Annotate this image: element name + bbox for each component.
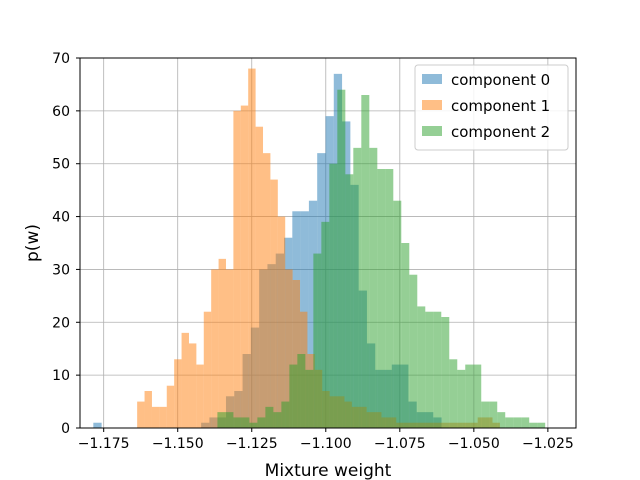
y-axis-ticks: 0 10 20 30 40 50 60 70 bbox=[52, 51, 80, 437]
series-2-bars bbox=[217, 89, 546, 428]
histogram-bar bbox=[537, 422, 546, 428]
histogram-bar bbox=[401, 243, 410, 428]
histogram-bar bbox=[151, 406, 160, 428]
histogram-bar bbox=[270, 179, 278, 428]
histogram-bar bbox=[329, 163, 338, 428]
histogram-bar bbox=[292, 280, 301, 428]
histogram-bar bbox=[433, 311, 442, 428]
histogram-bar bbox=[521, 417, 530, 428]
histogram-bars bbox=[93, 68, 546, 429]
histogram-bar bbox=[377, 169, 386, 428]
histogram-bar bbox=[481, 401, 490, 428]
histogram-bar bbox=[289, 364, 298, 428]
histogram-bar bbox=[297, 354, 306, 428]
histogram-bar bbox=[285, 269, 293, 428]
histogram-bar bbox=[308, 200, 318, 428]
x-tick-label: −1.175 bbox=[78, 436, 130, 452]
y-axis-label: p(w) bbox=[23, 224, 43, 262]
x-tick-label: −1.050 bbox=[448, 436, 500, 452]
axes-frame bbox=[79, 57, 577, 429]
histogram-bar bbox=[385, 169, 394, 428]
histogram-bar bbox=[196, 364, 204, 428]
histogram-bar bbox=[273, 412, 282, 428]
y-tick-label: 20 bbox=[52, 315, 70, 331]
x-axis-label: Mixture weight bbox=[265, 461, 392, 480]
histogram-bar bbox=[345, 174, 354, 428]
histogram-bar bbox=[159, 406, 167, 428]
histogram-bar bbox=[241, 417, 250, 428]
histogram-bar bbox=[497, 412, 506, 428]
histogram-bar bbox=[409, 274, 418, 428]
histogram-bar bbox=[255, 126, 264, 428]
histogram-bar bbox=[211, 269, 219, 428]
histogram-bar bbox=[449, 359, 458, 428]
x-tick-label: −1.150 bbox=[152, 436, 204, 452]
legend-box bbox=[414, 64, 569, 151]
histogram-bar bbox=[505, 417, 514, 428]
y-tick-label: 0 bbox=[61, 421, 70, 437]
x-tick-label: −1.075 bbox=[374, 436, 426, 452]
histogram-bar bbox=[393, 200, 402, 428]
histogram-bar bbox=[281, 401, 290, 428]
histogram-bar bbox=[277, 216, 286, 428]
histogram-bar bbox=[263, 153, 271, 428]
histogram-bar bbox=[225, 412, 234, 428]
histogram-bar bbox=[513, 417, 522, 428]
x-tick-label: −1.125 bbox=[226, 436, 278, 452]
histogram-bar bbox=[313, 253, 322, 428]
histogram-bar bbox=[473, 364, 482, 428]
y-tick-label: 40 bbox=[52, 210, 70, 226]
histogram-bar bbox=[441, 317, 450, 428]
histogram-bar bbox=[417, 306, 426, 428]
legend-swatch bbox=[422, 100, 442, 110]
legend-label: component 0 bbox=[451, 71, 550, 89]
legend-label: component 2 bbox=[451, 123, 550, 141]
y-tick-label: 70 bbox=[52, 51, 70, 67]
histogram-bar bbox=[361, 95, 370, 428]
y-tick-label: 30 bbox=[52, 262, 70, 278]
histogram-bar bbox=[166, 385, 175, 428]
histogram-bar bbox=[529, 422, 538, 428]
histogram-bar bbox=[217, 412, 226, 428]
y-tick-label: 60 bbox=[52, 104, 70, 120]
histogram-bar bbox=[321, 221, 330, 428]
legend-swatch bbox=[422, 126, 442, 136]
histogram-bar bbox=[249, 422, 258, 428]
legend-swatch bbox=[422, 74, 442, 84]
histogram-bar bbox=[353, 147, 362, 428]
histogram-bar bbox=[188, 343, 197, 428]
legend-label: component 1 bbox=[451, 97, 550, 115]
histogram-bar bbox=[465, 364, 474, 428]
histogram-bar bbox=[305, 369, 314, 428]
x-axis-ticks: −1.175 −1.150 −1.125 −1.100 −1.075 −1.050 −1.0… bbox=[78, 428, 574, 452]
histogram-bar bbox=[233, 110, 241, 428]
histogram-bar bbox=[489, 401, 498, 428]
histogram-bar bbox=[425, 311, 434, 428]
histogram-bar bbox=[218, 258, 226, 428]
histogram-bar bbox=[225, 269, 234, 428]
histogram-bar bbox=[174, 359, 182, 428]
histogram-bar bbox=[137, 401, 145, 428]
x-tick-label: −1.100 bbox=[300, 436, 352, 452]
histogram-bar bbox=[240, 105, 249, 429]
histogram-bar bbox=[248, 68, 256, 429]
legend: component 0 component 1 component 2 bbox=[414, 64, 569, 151]
histogram-bar bbox=[257, 417, 266, 428]
histogram-bar bbox=[144, 391, 152, 428]
histogram-bar bbox=[233, 417, 242, 428]
histogram-bar bbox=[203, 311, 212, 428]
histogram-bar bbox=[457, 369, 466, 428]
histogram-bar bbox=[181, 332, 189, 428]
histogram-bar bbox=[265, 406, 274, 428]
histogram-bar bbox=[93, 422, 102, 428]
x-tick-label: −1.025 bbox=[522, 436, 574, 452]
y-tick-label: 50 bbox=[52, 157, 70, 173]
y-tick-label: 10 bbox=[52, 368, 70, 384]
histogram-bar bbox=[337, 89, 346, 428]
histogram-bar bbox=[369, 147, 378, 428]
